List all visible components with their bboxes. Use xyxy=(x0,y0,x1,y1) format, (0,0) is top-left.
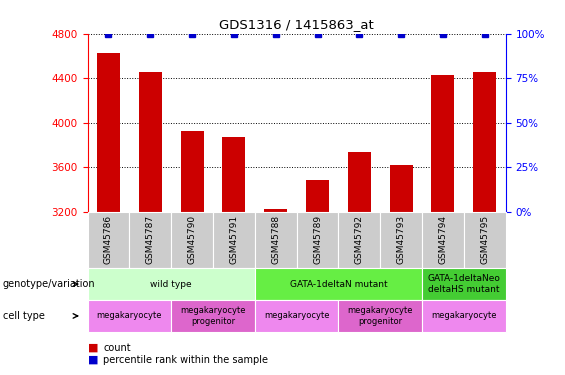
Text: GSM45787: GSM45787 xyxy=(146,214,155,264)
Text: ■: ■ xyxy=(88,355,98,365)
Bar xyxy=(223,137,245,212)
Bar xyxy=(390,165,412,212)
Bar xyxy=(464,212,506,268)
Bar xyxy=(255,268,422,300)
Bar xyxy=(422,300,506,332)
Bar xyxy=(88,212,129,268)
Text: GSM45786: GSM45786 xyxy=(104,214,113,264)
Bar xyxy=(297,212,338,268)
Bar xyxy=(338,300,422,332)
Text: megakaryocyte: megakaryocyte xyxy=(431,311,497,320)
Bar xyxy=(380,212,422,268)
Text: GSM45791: GSM45791 xyxy=(229,214,238,264)
Bar xyxy=(88,268,255,300)
Text: wild type: wild type xyxy=(150,280,192,289)
Text: GSM45793: GSM45793 xyxy=(397,214,406,264)
Bar xyxy=(264,209,287,212)
Title: GDS1316 / 1415863_at: GDS1316 / 1415863_at xyxy=(219,18,374,31)
Bar xyxy=(422,268,506,300)
Text: ■: ■ xyxy=(88,343,98,352)
Text: GATA-1deltaNeo
deltaHS mutant: GATA-1deltaNeo deltaHS mutant xyxy=(428,274,500,294)
Text: percentile rank within the sample: percentile rank within the sample xyxy=(103,355,268,365)
Text: genotype/variation: genotype/variation xyxy=(3,279,95,289)
Bar xyxy=(422,212,464,268)
Text: GSM45788: GSM45788 xyxy=(271,214,280,264)
Text: cell type: cell type xyxy=(3,311,45,321)
Text: count: count xyxy=(103,343,131,352)
Bar xyxy=(171,300,255,332)
Bar xyxy=(255,212,297,268)
Text: GSM45794: GSM45794 xyxy=(438,214,447,264)
Text: megakaryocyte
progenitor: megakaryocyte progenitor xyxy=(180,306,246,326)
Bar xyxy=(139,72,162,212)
Text: GATA-1deltaN mutant: GATA-1deltaN mutant xyxy=(290,280,387,289)
Bar xyxy=(473,72,496,212)
Bar xyxy=(348,152,371,212)
Text: megakaryocyte: megakaryocyte xyxy=(264,311,329,320)
Bar xyxy=(306,180,329,212)
Text: GSM45790: GSM45790 xyxy=(188,214,197,264)
Bar xyxy=(181,130,203,212)
Text: megakaryocyte: megakaryocyte xyxy=(97,311,162,320)
Bar xyxy=(255,300,338,332)
Bar xyxy=(213,212,255,268)
Text: megakaryocyte
progenitor: megakaryocyte progenitor xyxy=(347,306,413,326)
Bar xyxy=(171,212,213,268)
Text: GSM45795: GSM45795 xyxy=(480,214,489,264)
Text: GSM45789: GSM45789 xyxy=(313,214,322,264)
Bar xyxy=(338,212,380,268)
Bar xyxy=(88,300,171,332)
Bar xyxy=(432,75,454,212)
Bar xyxy=(129,212,171,268)
Bar xyxy=(97,53,120,212)
Text: GSM45792: GSM45792 xyxy=(355,214,364,264)
